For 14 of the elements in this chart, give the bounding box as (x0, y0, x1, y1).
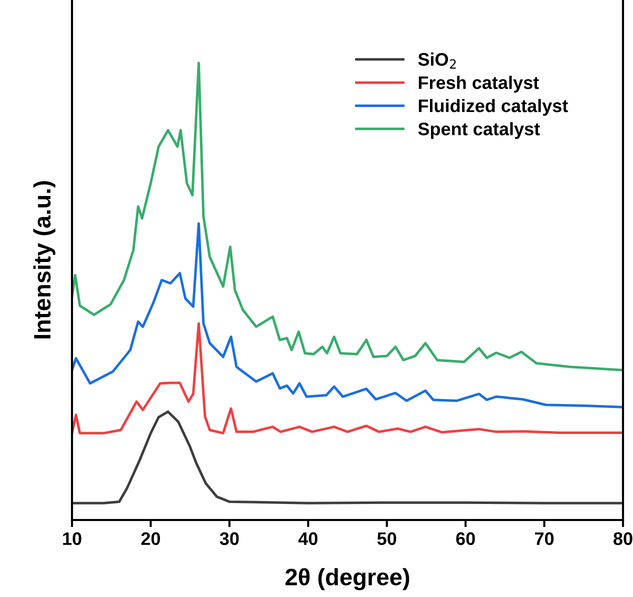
x-tick-label: 80 (614, 532, 632, 546)
x-axis-title: 2θ (degree) (286, 568, 410, 590)
x-tick-label: 20 (141, 532, 160, 546)
x-tick-label: 10 (63, 532, 82, 546)
legend-label: Fluidized catalyst (418, 98, 568, 116)
y-axis-title: Intensity (a.u.) (33, 181, 56, 338)
x-tick-label: 60 (456, 532, 475, 546)
x-tick-label: 70 (535, 532, 554, 546)
x-tick-label: 30 (220, 532, 239, 546)
x-tick-label: 40 (298, 532, 318, 546)
x-tick-label: 50 (377, 532, 396, 546)
legend-label: Fresh catalyst (418, 76, 539, 93)
legend-label: Spent catalyst (418, 122, 540, 139)
legend-label: SiO$_{2}$ (418, 52, 456, 69)
